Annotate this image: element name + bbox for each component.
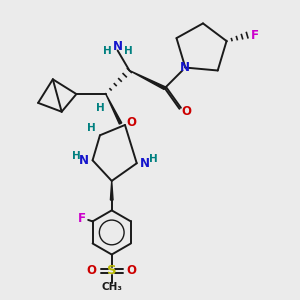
- Polygon shape: [129, 70, 165, 89]
- Text: H: H: [124, 46, 132, 56]
- Text: F: F: [78, 212, 86, 225]
- Polygon shape: [106, 94, 122, 124]
- Text: O: O: [87, 264, 97, 277]
- Text: N: N: [79, 154, 89, 167]
- Text: H: H: [103, 46, 112, 56]
- Text: H: H: [96, 103, 104, 113]
- Text: O: O: [127, 264, 137, 277]
- Text: H: H: [72, 151, 81, 161]
- Text: H: H: [148, 154, 157, 164]
- Text: O: O: [127, 116, 136, 129]
- Text: F: F: [250, 29, 259, 42]
- Text: N: N: [140, 157, 150, 170]
- Text: N: N: [180, 61, 190, 74]
- Text: N: N: [112, 40, 123, 53]
- Text: CH₃: CH₃: [101, 282, 122, 292]
- Text: O: O: [182, 105, 192, 118]
- Text: H: H: [87, 123, 96, 133]
- Text: S: S: [107, 264, 116, 277]
- Polygon shape: [110, 181, 113, 200]
